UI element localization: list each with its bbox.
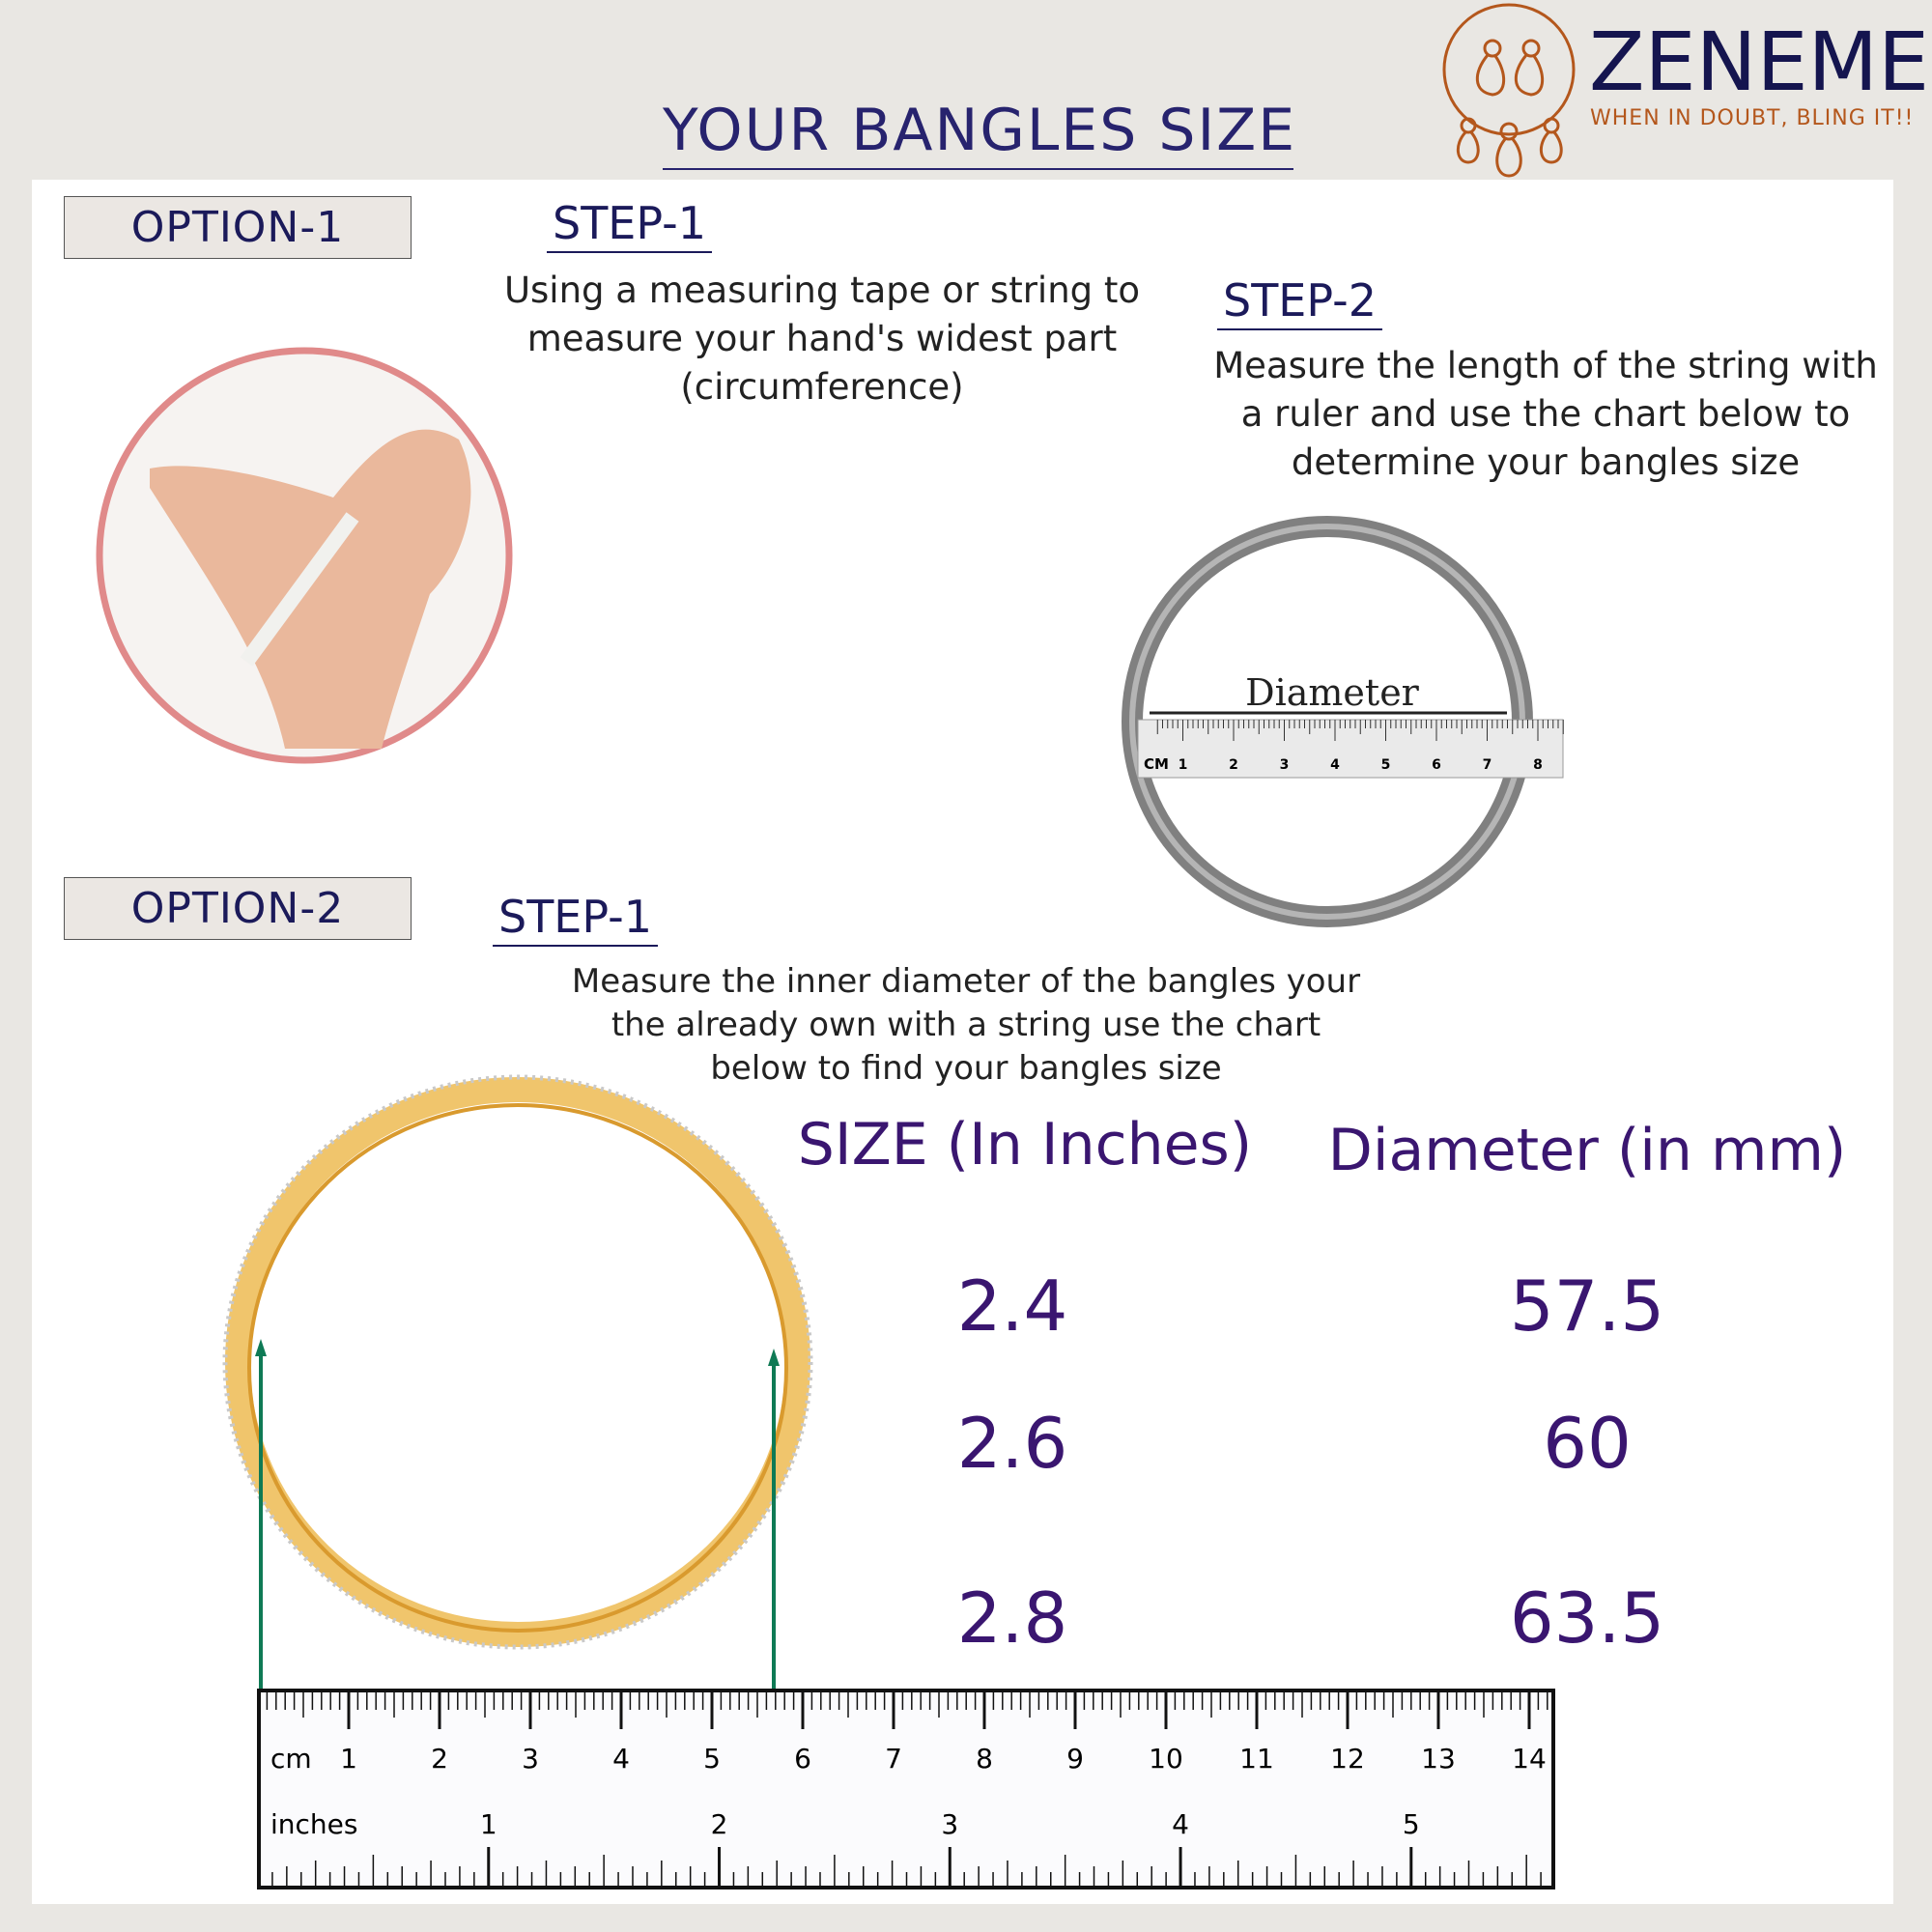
small-ruler-label: 8 — [1533, 757, 1543, 773]
text-line: the already own with a string use the ch… — [611, 1006, 1321, 1044]
option-1-step-2-title: STEP-2 — [1217, 274, 1382, 330]
cm-mark-label: 1 — [340, 1743, 357, 1775]
option-1-step-2-text: Measure the length of the string with a … — [1213, 342, 1878, 487]
option-2-label: OPTION-2 — [64, 877, 412, 940]
diameter-column-header: Diameter (in mm) — [1327, 1117, 1847, 1184]
diameter-value: 63.5 — [1509, 1577, 1665, 1659]
small-ruler-label: 5 — [1381, 757, 1391, 773]
diameter-value: 57.5 — [1509, 1265, 1665, 1347]
cm-mark-label: 4 — [612, 1743, 630, 1775]
cm-mark-label: 6 — [794, 1743, 811, 1775]
size-value: 2.4 — [956, 1265, 1068, 1347]
text-line: Using a measuring tape or string to — [503, 270, 1141, 311]
inch-mark-label: 4 — [1172, 1808, 1189, 1840]
cm-mark-label: 5 — [703, 1743, 721, 1775]
diameter-value: 60 — [1543, 1403, 1632, 1484]
brand-name: ZENEME — [1589, 14, 1930, 109]
size-column-header: SIZE (In Inches) — [797, 1111, 1253, 1179]
cm-mark-label: 9 — [1066, 1743, 1084, 1775]
option-2-step-1-title: STEP-1 — [493, 891, 658, 947]
text-line: a ruler and use the chart below to — [1240, 393, 1851, 435]
bangle-diameter-diagram: 1 2 3 4 5 6 7 8 CM Diameter — [1122, 516, 1564, 927]
cm-mark-label: 8 — [976, 1743, 993, 1775]
text-line: Measure the inner diameter of the bangle… — [571, 962, 1361, 1001]
small-ruler-label: 3 — [1280, 757, 1290, 773]
page-title: YOUR BANGLES SIZE — [663, 97, 1294, 170]
diameter-label: Diameter — [1245, 671, 1420, 714]
cm-mark-label: 2 — [431, 1743, 448, 1775]
small-ruler-label: 2 — [1229, 757, 1238, 773]
measuring-ruler: cm inches 1 2 3 4 5 6 7 8 9 10 11 12 13 141 2 3 4 5 — [257, 1689, 1555, 1889]
small-ruler-label: 4 — [1330, 757, 1340, 773]
cm-mark-label: 11 — [1239, 1743, 1274, 1775]
cm-mark-label: 10 — [1149, 1743, 1183, 1775]
inches-label: inches — [270, 1808, 357, 1840]
text-line: (circumference) — [680, 366, 964, 408]
cm-mark-label: 7 — [885, 1743, 902, 1775]
small-ruler-label: 7 — [1483, 757, 1492, 773]
ruler-unit-label: CM — [1144, 755, 1169, 773]
cm-mark-label: 3 — [522, 1743, 539, 1775]
cm-mark-label: 12 — [1330, 1743, 1365, 1775]
cm-label: cm — [270, 1743, 312, 1775]
size-value: 2.6 — [956, 1403, 1068, 1484]
small-ruler-label: 1 — [1179, 757, 1188, 773]
text-line: Measure the length of the string with — [1213, 345, 1878, 386]
inch-mark-label: 5 — [1403, 1808, 1420, 1840]
text-line: below to find your bangles size — [710, 1049, 1222, 1088]
text-line: measure your hand's widest part — [526, 318, 1118, 359]
hand-measuring-illustration — [96, 347, 513, 764]
option-1-step-1-title: STEP-1 — [547, 197, 712, 253]
size-value: 2.8 — [956, 1577, 1068, 1659]
option-1-step-1-text: Using a measuring tape or string to meas… — [504, 267, 1140, 412]
small-ruler-label: 6 — [1432, 757, 1441, 773]
inch-mark-label: 3 — [941, 1808, 958, 1840]
brand-tagline: WHEN IN DOUBT, BLING IT!! — [1590, 106, 1915, 130]
option-1-label: OPTION-1 — [64, 196, 412, 259]
text-line: determine your bangles size — [1291, 441, 1801, 483]
zeneme-logo-icon — [1442, 3, 1576, 178]
cm-mark-label: 14 — [1512, 1743, 1547, 1775]
gold-bangle-image — [222, 1074, 813, 1690]
inch-mark-label: 1 — [480, 1808, 497, 1840]
cm-mark-label: 13 — [1421, 1743, 1456, 1775]
inch-mark-label: 2 — [711, 1808, 728, 1840]
option-2-step-1-text: Measure the inner diameter of the bangle… — [572, 960, 1360, 1091]
